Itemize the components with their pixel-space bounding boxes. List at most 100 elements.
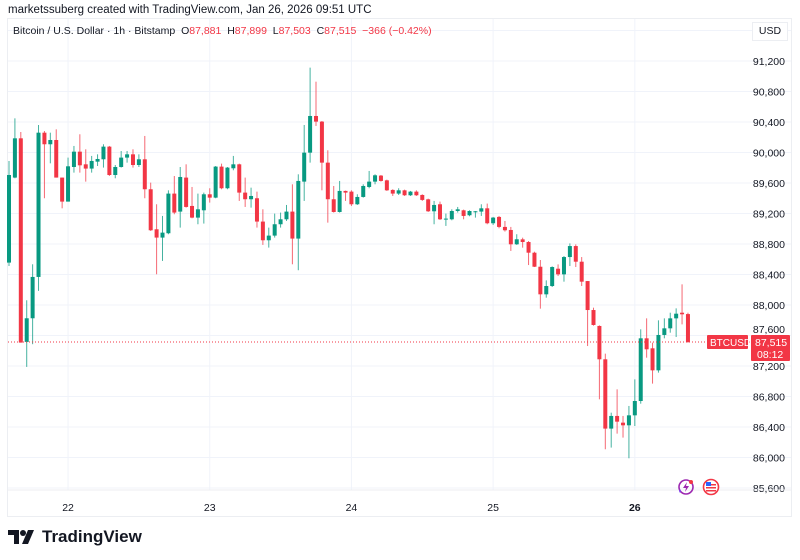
- candle[interactable]: [437, 201, 442, 220]
- candle[interactable]: [390, 189, 395, 196]
- candle[interactable]: [201, 192, 206, 224]
- candle[interactable]: [314, 81, 319, 126]
- candle[interactable]: [113, 165, 118, 179]
- candle[interactable]: [337, 180, 342, 213]
- tradingview-logo[interactable]: TradingView: [8, 527, 142, 547]
- candle[interactable]: [420, 194, 425, 201]
- candle[interactable]: [373, 174, 378, 185]
- candle[interactable]: [225, 166, 230, 190]
- candle[interactable]: [426, 198, 431, 212]
- candle[interactable]: [190, 186, 195, 219]
- candle[interactable]: [550, 266, 555, 288]
- candle[interactable]: [7, 160, 11, 266]
- candle[interactable]: [266, 227, 271, 248]
- candle[interactable]: [36, 124, 41, 291]
- candle[interactable]: [260, 209, 265, 245]
- candle[interactable]: [479, 204, 484, 216]
- candle[interactable]: [408, 190, 413, 196]
- candle[interactable]: [632, 379, 637, 427]
- candle[interactable]: [89, 155, 94, 173]
- candle[interactable]: [296, 174, 301, 271]
- candle[interactable]: [685, 312, 690, 343]
- candle[interactable]: [378, 174, 383, 182]
- candle[interactable]: [272, 213, 277, 238]
- candle[interactable]: [302, 124, 307, 201]
- candle[interactable]: [367, 170, 372, 189]
- candle[interactable]: [597, 325, 602, 400]
- candle[interactable]: [656, 320, 661, 373]
- candle[interactable]: [119, 150, 124, 168]
- candle[interactable]: [349, 190, 354, 206]
- candle[interactable]: [60, 177, 65, 209]
- candle[interactable]: [278, 212, 283, 228]
- candle[interactable]: [101, 144, 106, 168]
- candle[interactable]: [615, 389, 620, 434]
- candle[interactable]: [24, 300, 29, 367]
- candle[interactable]: [567, 243, 572, 267]
- candle[interactable]: [71, 145, 76, 173]
- candle[interactable]: [231, 155, 236, 171]
- candle[interactable]: [396, 188, 401, 195]
- candle[interactable]: [668, 312, 673, 333]
- candle[interactable]: [125, 150, 130, 163]
- candle[interactable]: [674, 308, 679, 338]
- candle[interactable]: [237, 163, 242, 201]
- candle[interactable]: [473, 210, 478, 218]
- candle[interactable]: [467, 210, 472, 217]
- candle[interactable]: [12, 118, 17, 179]
- candle[interactable]: [77, 134, 82, 173]
- candle[interactable]: [254, 191, 259, 228]
- candle[interactable]: [66, 157, 71, 202]
- candle[interactable]: [355, 194, 360, 205]
- candle[interactable]: [514, 234, 519, 245]
- candle[interactable]: [561, 256, 566, 282]
- candle[interactable]: [83, 149, 88, 182]
- candle[interactable]: [172, 175, 177, 215]
- candle[interactable]: [42, 130, 47, 199]
- candle[interactable]: [585, 281, 590, 347]
- candle[interactable]: [195, 193, 200, 225]
- candle[interactable]: [532, 251, 537, 268]
- candle[interactable]: [491, 216, 496, 225]
- candle[interactable]: [644, 318, 649, 358]
- candle[interactable]: [461, 209, 466, 220]
- candle[interactable]: [243, 177, 248, 207]
- candle[interactable]: [136, 154, 141, 167]
- candle[interactable]: [48, 132, 53, 164]
- candle[interactable]: [603, 353, 608, 450]
- candle[interactable]: [325, 150, 330, 223]
- candle[interactable]: [508, 226, 513, 251]
- candle[interactable]: [638, 329, 643, 404]
- candle[interactable]: [609, 412, 614, 448]
- candle[interactable]: [502, 220, 507, 232]
- candle[interactable]: [249, 187, 254, 208]
- candle[interactable]: [497, 215, 502, 229]
- candle[interactable]: [449, 209, 454, 221]
- candle[interactable]: [178, 166, 183, 228]
- candle[interactable]: [213, 165, 218, 199]
- candle[interactable]: [443, 213, 448, 226]
- candle[interactable]: [650, 342, 655, 384]
- candle[interactable]: [207, 188, 212, 203]
- candle[interactable]: [455, 206, 460, 213]
- candle[interactable]: [284, 204, 289, 221]
- candle[interactable]: [160, 215, 165, 261]
- lightning-event-icon[interactable]: [678, 479, 694, 495]
- candle[interactable]: [520, 237, 525, 248]
- candle[interactable]: [621, 415, 626, 438]
- candle[interactable]: [662, 318, 667, 339]
- candle[interactable]: [30, 264, 35, 345]
- currency-button[interactable]: USD: [752, 22, 788, 41]
- candle[interactable]: [290, 184, 295, 265]
- candle[interactable]: [591, 307, 596, 326]
- candle[interactable]: [485, 203, 490, 225]
- candle[interactable]: [579, 257, 584, 287]
- candle[interactable]: [319, 121, 324, 191]
- candle[interactable]: [130, 149, 135, 168]
- candle[interactable]: [626, 405, 631, 459]
- candle[interactable]: [544, 280, 549, 298]
- candle[interactable]: [414, 190, 419, 196]
- us-flag-icon[interactable]: [702, 478, 720, 496]
- candle[interactable]: [343, 190, 348, 201]
